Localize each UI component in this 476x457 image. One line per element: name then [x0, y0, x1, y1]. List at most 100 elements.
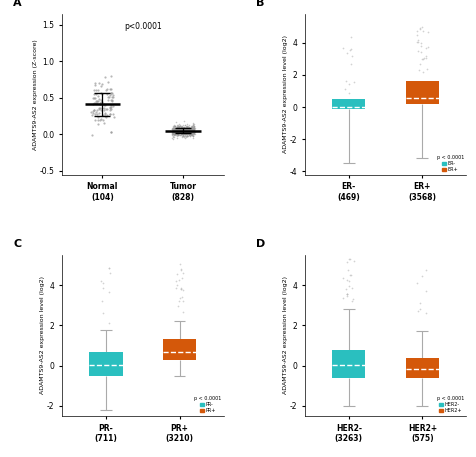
Point: [177, 126, 184, 133]
Point: [174, 126, 181, 133]
Point: [172, 127, 180, 134]
Point: [180, 126, 188, 133]
Point: [169, 126, 177, 133]
Point: [189, 122, 197, 129]
Point: [190, 122, 198, 130]
Point: [182, 123, 190, 131]
Point: [178, 128, 185, 136]
Point: [188, 127, 195, 134]
Point: [182, 124, 190, 132]
Point: [187, 129, 194, 137]
Point: [98, 90, 106, 98]
Point: [184, 126, 192, 133]
Point: [173, 126, 181, 133]
Point: [169, 127, 177, 134]
Point: [174, 128, 182, 135]
Point: [190, 127, 198, 134]
Point: [170, 128, 178, 135]
Point: [418, 23, 426, 30]
Point: [187, 127, 195, 134]
Point: [180, 126, 188, 133]
Point: [179, 129, 187, 136]
Point: [170, 125, 178, 133]
Point: [180, 130, 188, 137]
Point: [188, 128, 195, 135]
Point: [88, 112, 95, 119]
Point: [186, 126, 193, 133]
Point: [185, 127, 193, 134]
Point: [183, 127, 191, 134]
Point: [189, 134, 197, 142]
Point: [185, 126, 192, 133]
Point: [188, 127, 196, 134]
Point: [173, 123, 180, 131]
Point: [173, 126, 180, 133]
Point: [172, 125, 180, 133]
Point: [173, 127, 181, 134]
Point: [91, 81, 99, 89]
Point: [174, 128, 181, 135]
Point: [173, 124, 181, 132]
Point: [176, 127, 183, 134]
Point: [173, 128, 180, 135]
Point: [184, 128, 191, 135]
Point: [170, 128, 178, 136]
Point: [189, 126, 197, 133]
Point: [176, 129, 184, 136]
Point: [179, 122, 187, 129]
Point: [346, 256, 353, 263]
Point: [178, 126, 186, 133]
Point: [186, 128, 194, 136]
Point: [95, 97, 102, 105]
Point: [171, 122, 179, 130]
Point: [179, 132, 187, 139]
Point: [94, 86, 101, 94]
Point: [423, 65, 431, 73]
Point: [348, 298, 356, 305]
Point: [96, 104, 103, 112]
Point: [169, 128, 177, 135]
Point: [173, 128, 181, 135]
Point: [183, 130, 191, 137]
Point: [189, 125, 197, 133]
Point: [178, 130, 186, 138]
Point: [176, 124, 184, 132]
Point: [184, 128, 191, 135]
Point: [186, 124, 193, 131]
Point: [184, 126, 191, 133]
Point: [183, 124, 190, 132]
Point: [189, 121, 197, 128]
Point: [190, 127, 198, 134]
Point: [187, 130, 195, 138]
Bar: [332, 350, 366, 377]
Point: [179, 270, 187, 277]
Point: [190, 124, 198, 132]
Point: [171, 122, 179, 129]
Point: [189, 124, 197, 132]
Point: [188, 127, 196, 134]
Point: [177, 260, 184, 267]
Point: [92, 116, 99, 123]
Point: [188, 128, 196, 136]
Point: [189, 125, 197, 133]
Point: [177, 126, 185, 133]
Point: [174, 129, 181, 136]
Point: [188, 127, 195, 134]
Point: [177, 124, 185, 131]
Point: [178, 131, 185, 138]
Point: [187, 126, 195, 133]
Point: [180, 125, 188, 132]
Point: [190, 126, 198, 133]
Point: [178, 122, 186, 130]
Point: [175, 127, 183, 134]
Point: [173, 123, 181, 130]
Point: [182, 128, 189, 135]
Point: [169, 128, 177, 135]
Point: [182, 130, 189, 137]
Point: [188, 131, 195, 138]
Point: [172, 131, 179, 138]
Point: [178, 127, 185, 134]
Point: [181, 124, 188, 132]
Point: [189, 122, 197, 129]
Point: [339, 45, 347, 52]
